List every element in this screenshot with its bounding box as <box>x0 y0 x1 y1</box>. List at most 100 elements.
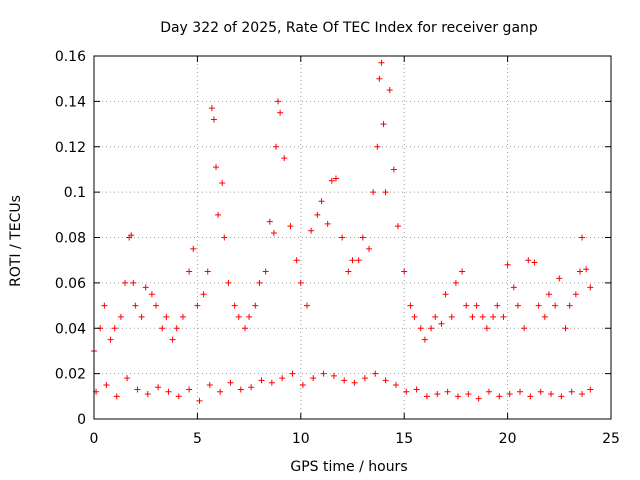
data-point <box>132 302 139 309</box>
data-point <box>165 388 172 395</box>
data-point <box>215 211 222 218</box>
data-point <box>310 375 317 382</box>
data-point <box>252 302 259 309</box>
data-point <box>490 313 497 320</box>
data-point <box>448 313 455 320</box>
data-point <box>407 302 414 309</box>
data-point <box>568 388 575 395</box>
data-point <box>122 279 129 286</box>
data-point <box>374 143 381 150</box>
data-point <box>438 320 445 327</box>
x-tick-label: 10 <box>292 431 310 447</box>
data-point <box>279 375 286 382</box>
data-point <box>483 325 490 332</box>
data-point <box>417 325 424 332</box>
data-point <box>359 234 366 241</box>
data-point <box>535 302 542 309</box>
data-point <box>297 279 304 286</box>
data-point <box>268 379 275 386</box>
y-tick-label: 0 <box>77 412 86 428</box>
data-point <box>545 291 552 298</box>
data-point <box>103 381 110 388</box>
data-point <box>552 302 559 309</box>
data-point <box>179 313 186 320</box>
data-point <box>258 377 265 384</box>
data-point <box>576 268 583 275</box>
data-point <box>401 268 408 275</box>
data-point <box>351 379 358 386</box>
data-point <box>556 275 563 282</box>
data-point <box>144 391 151 398</box>
data-point <box>256 279 263 286</box>
data-point <box>390 166 397 173</box>
data-point <box>434 391 441 398</box>
chart-title: Day 322 of 2025, Rate Of TEC Index for r… <box>160 20 538 36</box>
data-point <box>566 302 573 309</box>
data-point <box>378 59 385 66</box>
data-point <box>587 284 594 291</box>
data-point <box>376 75 383 82</box>
data-point <box>101 302 108 309</box>
data-point <box>330 372 337 379</box>
data-point <box>196 397 203 404</box>
data-point <box>372 370 379 377</box>
data-point <box>262 268 269 275</box>
data-point <box>204 268 211 275</box>
data-point <box>175 393 182 400</box>
data-point <box>454 393 461 400</box>
data-point <box>521 325 528 332</box>
data-point <box>473 302 480 309</box>
data-point <box>428 325 435 332</box>
data-point <box>210 116 217 123</box>
data-point <box>510 284 517 291</box>
data-point <box>308 227 315 234</box>
data-point <box>275 98 282 105</box>
data-point <box>148 291 155 298</box>
data-point <box>587 386 594 393</box>
data-point <box>324 220 331 227</box>
data-point <box>219 180 226 187</box>
data-point <box>579 391 586 398</box>
data-point <box>370 189 377 196</box>
data-point <box>328 177 335 184</box>
data-point <box>117 313 124 320</box>
data-point <box>111 325 118 332</box>
data-point <box>459 268 466 275</box>
data-point <box>579 234 586 241</box>
data-point <box>155 384 162 391</box>
data-point <box>225 279 232 286</box>
data-point <box>413 386 420 393</box>
data-point <box>241 325 248 332</box>
data-point <box>469 313 476 320</box>
data-point <box>206 381 213 388</box>
data-point <box>496 393 503 400</box>
data-point <box>213 164 220 171</box>
data-point <box>403 388 410 395</box>
data-point <box>444 388 451 395</box>
x-tick-label: 25 <box>602 431 620 447</box>
data-point <box>142 284 149 291</box>
data-point <box>355 257 362 264</box>
data-point <box>475 395 482 402</box>
data-point <box>270 229 277 236</box>
data-point <box>341 377 348 384</box>
data-point <box>320 370 327 377</box>
data-point <box>237 386 244 393</box>
axes: 0 0.02 0.04 0.06 0.08 0.1 0.12 0.14 0.16 0 5 10 15 20… <box>55 49 620 447</box>
data-point <box>345 268 352 275</box>
plot-area <box>94 56 611 419</box>
data-point <box>386 87 393 94</box>
data-point <box>442 291 449 298</box>
data-point <box>248 384 255 391</box>
data-point <box>361 375 368 382</box>
data-point <box>332 175 339 182</box>
y-tick-label: 0.16 <box>55 49 86 65</box>
data-point <box>194 302 201 309</box>
data-point <box>494 302 501 309</box>
data-point <box>272 143 279 150</box>
data-point <box>138 313 145 320</box>
data-point <box>394 223 401 230</box>
data-point <box>287 223 294 230</box>
data-point <box>124 375 131 382</box>
